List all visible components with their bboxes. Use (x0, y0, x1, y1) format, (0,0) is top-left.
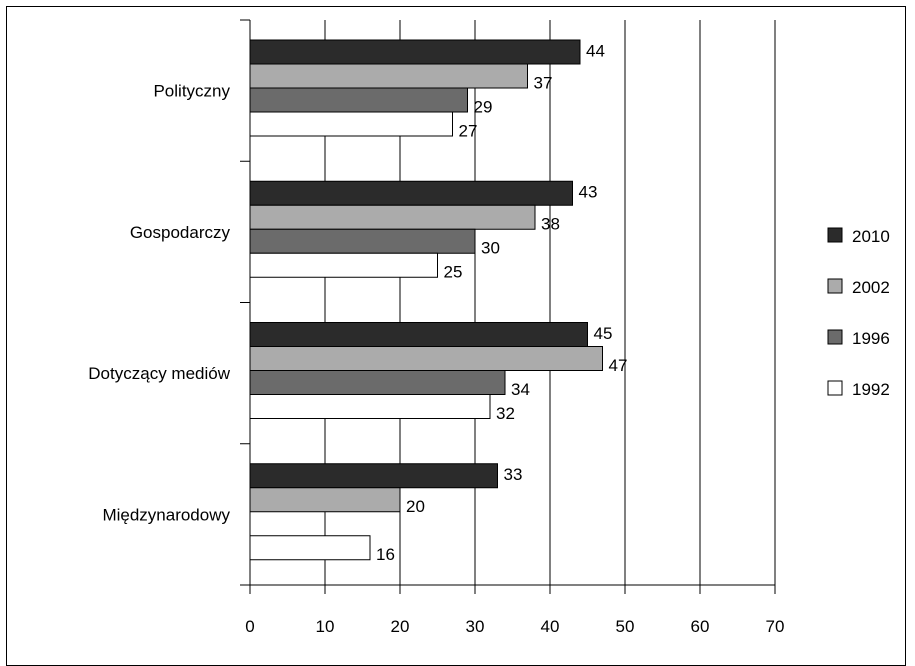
bar-1992-1 (249, 252, 438, 278)
legend-swatch-2002 (827, 278, 843, 294)
bar-2002-1 (249, 204, 536, 230)
legend-swatch-2010 (827, 227, 843, 243)
bar-1992-3 (249, 535, 371, 561)
data-label: 27 (459, 121, 478, 140)
data-label: 25 (444, 263, 463, 282)
legend-swatch-1992 (827, 380, 843, 396)
data-label: 34 (511, 380, 530, 399)
bar-2002-2 (249, 346, 603, 371)
category-label: Polityczny (153, 82, 230, 101)
data-label: 32 (496, 404, 515, 423)
bar-2010-2 (249, 322, 588, 347)
legend-label-1996: 1996 (852, 329, 890, 348)
data-label: 47 (609, 356, 628, 375)
bar-1996-2 (249, 370, 506, 395)
x-tick-label: 60 (691, 617, 710, 636)
category-label: Gospodarczy (130, 223, 231, 242)
bar-1996-0 (249, 87, 468, 113)
data-label: 38 (541, 215, 560, 234)
legend-swatch-1996 (827, 329, 843, 345)
data-label: 20 (406, 497, 425, 516)
x-tick-label: 50 (616, 617, 635, 636)
data-label: 29 (474, 97, 493, 116)
data-label: 44 (586, 41, 605, 60)
legend-label-1992: 1992 (852, 380, 890, 399)
x-tick-label: 40 (541, 617, 560, 636)
legend-label-2010: 2010 (852, 227, 890, 246)
legend-label-2002: 2002 (852, 278, 890, 297)
x-tick-label: 0 (245, 617, 254, 636)
data-label: 30 (481, 239, 500, 258)
x-tick-label: 70 (766, 617, 785, 636)
x-tick-label: 20 (391, 617, 410, 636)
bar-chart: 0 10 20 30 40 50 60 70 Polityczny 44 37 29 27 Gospoda… (88, 19, 890, 636)
bar-1992-2 (249, 394, 491, 419)
data-label: 37 (534, 73, 553, 92)
data-label: 45 (594, 324, 613, 343)
x-tick-label: 30 (466, 617, 485, 636)
data-label: 16 (376, 545, 395, 564)
data-label: 43 (579, 183, 598, 202)
x-tick-label: 10 (316, 617, 335, 636)
bar-2002-3 (249, 487, 401, 513)
data-label: 33 (504, 465, 523, 484)
bar-2010-0 (249, 39, 581, 65)
category-label: Międzynarodowy (102, 505, 230, 524)
bar-2002-0 (249, 63, 528, 89)
bar-1992-0 (249, 111, 453, 137)
bar-1996-1 (249, 228, 476, 254)
bar-2010-3 (249, 463, 498, 489)
bar-2010-1 (249, 180, 573, 206)
category-label: Dotyczący mediów (88, 364, 230, 383)
